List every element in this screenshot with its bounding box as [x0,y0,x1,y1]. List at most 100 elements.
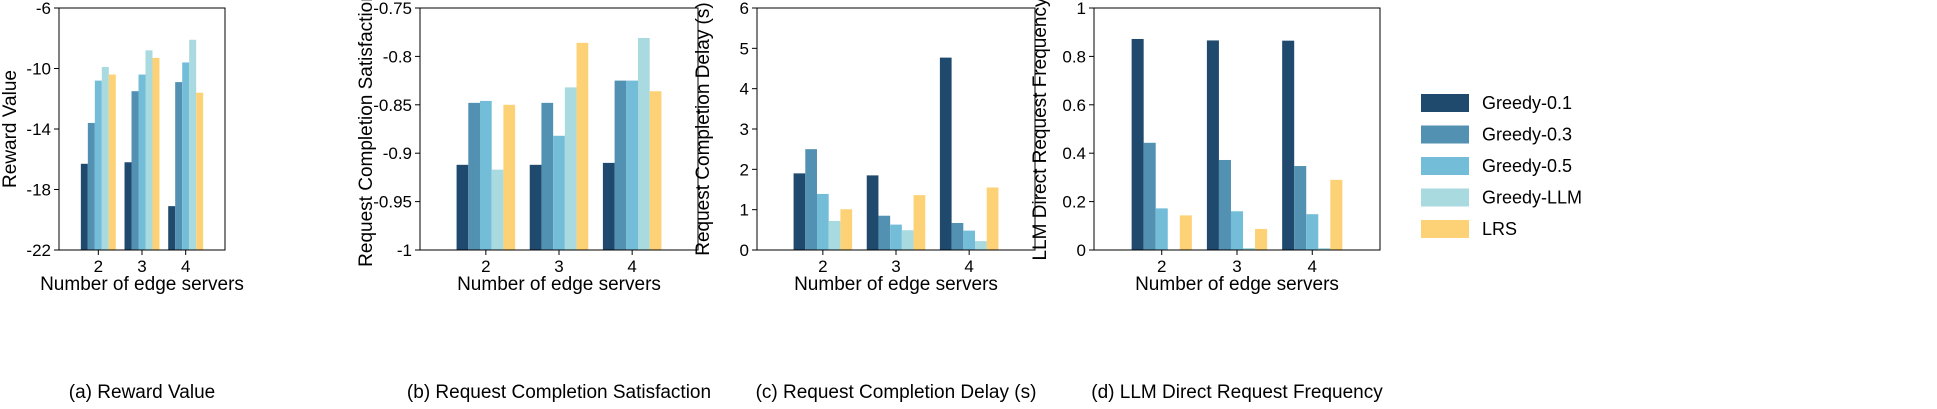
bar [168,206,176,250]
bar [1206,40,1219,251]
y-tick-label: -1 [397,241,412,260]
bar [503,104,516,250]
bar [1155,208,1168,250]
x-axis-label: Number of edge servers [1135,274,1339,295]
bar [468,102,480,250]
bar [1179,215,1192,250]
legend-label: Greedy-LLM [1482,188,1582,208]
bar [80,163,88,250]
bar [901,230,914,250]
y-tick-label: 5 [740,39,749,58]
y-tick-label: 1 [740,201,749,220]
bar [986,187,999,250]
bar [878,215,891,250]
bar [602,162,615,250]
bar [840,209,853,250]
bar [175,82,183,250]
x-tick-label: 4 [181,257,190,276]
bar [963,230,976,250]
x-tick-label: 2 [1157,257,1166,276]
bar [1243,248,1256,250]
bar [649,91,662,250]
x-tick-label: 4 [964,257,973,276]
y-tick-label: 0.6 [1062,96,1086,115]
bar [1330,179,1343,250]
y-tick-label: -18 [26,181,51,200]
y-tick-label: -6 [36,0,51,18]
x-tick-label: 4 [627,257,636,276]
subplot-caption: (a) Reward Value [69,382,215,403]
y-tick-label: 0.2 [1062,193,1086,212]
bar [152,57,160,250]
y-tick-label: 0 [740,241,749,260]
y-axis-label: Request Completion Satisfaction [356,0,377,267]
bar [131,91,139,250]
y-tick-label: -0.85 [373,96,412,115]
legend-swatch [1421,94,1469,112]
y-axis-label: Request Completion Delay (s) [693,2,714,255]
bar [196,92,204,250]
bar [182,62,190,251]
bar [529,164,542,250]
bar [541,102,554,250]
subplot-caption: (d) LLM Direct Request Frequency [1091,382,1383,403]
y-tick-label: -22 [26,241,51,260]
y-tick-label: -14 [26,120,51,139]
bar [1306,214,1319,250]
bar [491,169,504,250]
x-tick-label: 2 [818,257,827,276]
bar [1143,142,1156,250]
bar [479,100,492,251]
y-tick-label: 0.8 [1062,47,1086,66]
bar [1230,211,1244,250]
y-tick-label: -0.75 [373,0,412,18]
legend-swatch [1421,188,1469,207]
y-tick-label: 0.4 [1062,144,1086,163]
x-tick-label: 3 [891,257,900,276]
bar [145,50,153,250]
bar [564,87,577,250]
bar [1282,40,1295,250]
bar [124,162,132,250]
bar [866,175,879,250]
legend-swatch [1421,220,1469,238]
bar [1318,248,1331,250]
legend-label: Greedy-0.3 [1482,125,1572,145]
y-tick-label: -10 [26,60,51,79]
bar [816,193,829,250]
y-tick-label: 0 [1077,241,1086,260]
x-tick-label: 2 [94,257,103,276]
y-axis-label: Reward Value [0,70,21,188]
legend-label: LRS [1482,219,1517,239]
y-tick-label: -0.8 [383,47,412,66]
bar [138,74,146,250]
y-tick-label: 4 [740,80,749,99]
bar [828,220,841,250]
bar [1131,38,1144,251]
bar [189,39,197,251]
bar [94,80,102,250]
y-tick-label: -0.9 [383,144,412,163]
x-axis-label: Number of edge servers [40,274,244,295]
bar [951,222,964,250]
bar [913,195,926,250]
y-tick-label: 1 [1077,0,1086,18]
y-tick-label: 2 [740,160,749,179]
x-axis-label: Number of edge servers [794,274,998,295]
bar [87,122,95,250]
x-tick-label: 3 [1232,257,1241,276]
bar [456,164,469,250]
bar [576,42,589,250]
legend-swatch [1421,125,1469,144]
subplot-caption: (b) Request Completion Satisfaction [407,382,711,403]
legend-label: Greedy-0.1 [1482,93,1572,113]
bar [626,80,639,250]
bar [939,57,952,250]
x-tick-label: 3 [137,257,146,276]
y-tick-label: -0.95 [373,193,412,212]
bar [890,224,902,250]
x-tick-label: 3 [554,257,563,276]
